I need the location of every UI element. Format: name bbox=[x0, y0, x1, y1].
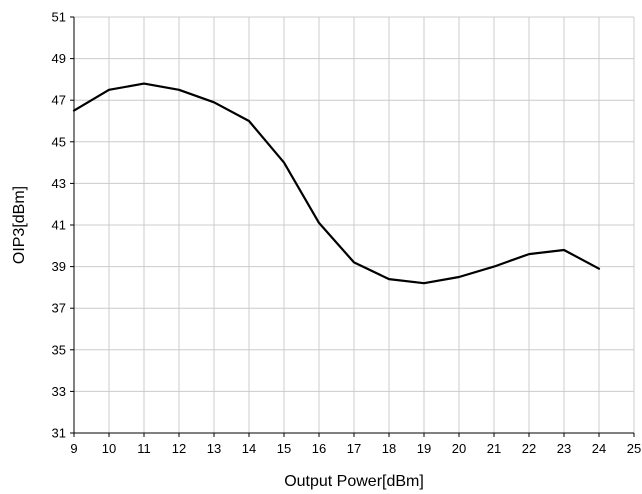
x-tick-label: 21 bbox=[487, 441, 501, 456]
y-axis-label: OIP3[dBm] bbox=[11, 186, 28, 264]
y-tick-label: 35 bbox=[52, 342, 66, 357]
x-tick-label: 9 bbox=[70, 441, 77, 456]
x-tick-label: 11 bbox=[137, 441, 151, 456]
y-tick-label: 49 bbox=[52, 51, 66, 66]
x-tick-label: 13 bbox=[207, 441, 221, 456]
x-tick-label: 10 bbox=[102, 441, 116, 456]
axes bbox=[70, 16, 635, 437]
y-tick-labels: 31 33 35 37 39 41 43 45 47 49 51 bbox=[52, 10, 66, 441]
x-tick-label: 23 bbox=[557, 441, 571, 456]
x-tick-label: 12 bbox=[172, 441, 186, 456]
x-axis-label: Output Power[dBm] bbox=[284, 473, 424, 490]
y-tick-label: 39 bbox=[52, 259, 66, 274]
x-tick-label: 16 bbox=[312, 441, 326, 456]
y-tick-label: 37 bbox=[52, 301, 66, 316]
y-tick-label: 45 bbox=[52, 134, 66, 149]
y-tick-label: 43 bbox=[52, 176, 66, 191]
series-group bbox=[72, 82, 601, 285]
x-tick-label: 18 bbox=[382, 441, 396, 456]
x-tick-label: 14 bbox=[242, 441, 256, 456]
x-tick-label: 15 bbox=[277, 441, 291, 456]
series-line bbox=[72, 82, 601, 285]
y-tick-label: 31 bbox=[52, 426, 66, 441]
y-tick-label: 47 bbox=[52, 93, 66, 108]
x-tick-label: 24 bbox=[592, 441, 606, 456]
x-tick-labels: 9 10 11 12 13 14 15 16 17 18 19 20 21 22 23 24 25 bbox=[70, 441, 641, 456]
x-tick-label: 25 bbox=[627, 441, 641, 456]
x-tick-label: 22 bbox=[522, 441, 536, 456]
y-tick-label: 41 bbox=[52, 218, 66, 233]
grid bbox=[74, 16, 635, 433]
x-tick-label: 20 bbox=[452, 441, 466, 456]
x-tick-label: 17 bbox=[347, 441, 361, 456]
y-tick-label: 33 bbox=[52, 384, 66, 399]
x-tick-label: 19 bbox=[417, 441, 431, 456]
y-tick-label: 51 bbox=[52, 10, 66, 25]
